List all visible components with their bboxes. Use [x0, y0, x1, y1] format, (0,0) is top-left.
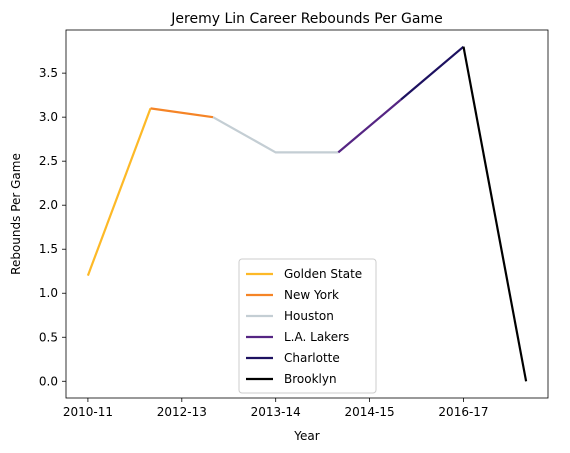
legend-label: Brooklyn [284, 372, 337, 386]
x-tick-label: 2016-17 [438, 405, 488, 419]
x-tick-label: 2010-11 [63, 405, 113, 419]
legend-frame [238, 258, 377, 394]
plot-frame [65, 29, 549, 399]
y-tick-label: 0.0 [39, 374, 58, 388]
legend: Golden State New York Houston L.A. Lakers Ch… [238, 258, 377, 394]
y-tick-label: 1.5 [39, 242, 58, 256]
legend-label: Houston [284, 309, 334, 323]
series-line-2 [150, 107, 214, 119]
legend-label: Charlotte [284, 351, 340, 365]
legend-label: L.A. Lakers [284, 330, 349, 344]
y-tick-label: 3.5 [39, 66, 58, 80]
chart-title: Jeremy Lin Career Rebounds Per Game [170, 11, 442, 27]
y-tick-label: 2.5 [39, 154, 58, 168]
series-line-5 [400, 45, 465, 101]
x-axis-label: Year [293, 429, 319, 443]
series-layer [86, 45, 528, 382]
series-line-4 [337, 98, 402, 154]
y-tick-label: 3.0 [39, 110, 58, 124]
legend-label: New York [284, 288, 339, 302]
x-tick-label: 2014-15 [345, 405, 395, 419]
x-axis: 2010-11 2012-13 2013-14 2014-15 2016-17 [63, 398, 489, 419]
y-axis-label: Rebounds Per Game [9, 153, 23, 275]
x-tick-label: 2013-14 [251, 405, 301, 419]
x-tick-label: 2012-13 [157, 405, 207, 419]
y-axis: 0.0 0.5 1.0 1.5 2.0 2.5 3.0 3.5 [39, 66, 66, 388]
legend-label: Golden State [284, 267, 362, 281]
series-line-3 [212, 116, 339, 154]
y-tick-label: 1.0 [39, 286, 58, 300]
y-tick-label: 2.0 [39, 198, 58, 212]
y-tick-label: 0.5 [39, 330, 58, 344]
series-line-6 [462, 46, 528, 382]
series-line-1 [86, 108, 152, 276]
